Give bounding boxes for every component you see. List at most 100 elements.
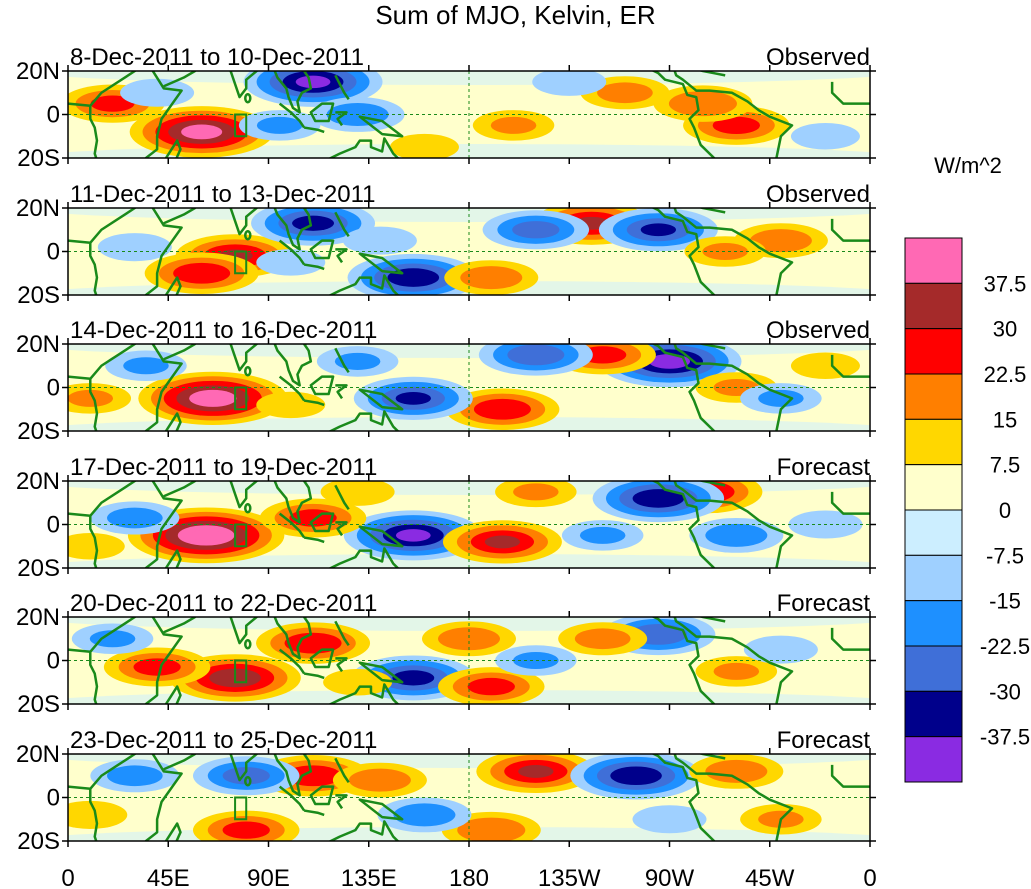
contour-level (107, 507, 163, 529)
madagascar (164, 276, 182, 295)
y-tick-label: 0 (47, 512, 60, 539)
java (303, 672, 325, 680)
africa-coast (68, 481, 183, 568)
arabia-coast (163, 208, 197, 225)
positive-anomaly (790, 352, 860, 379)
contour-field (68, 617, 870, 704)
panel-status-label: Observed (766, 181, 870, 208)
panel-period-label: 8-Dec-2011 to 10-Dec-2011 (70, 44, 364, 71)
contour-level (222, 821, 270, 839)
colorbar-swatch (904, 554, 963, 602)
negative-anomaly (97, 233, 172, 262)
contour-field (68, 71, 870, 158)
contour-level (460, 266, 523, 290)
africa-west-coast (89, 788, 99, 841)
africa-west-coast (89, 378, 99, 431)
y-tick-label: 0 (47, 239, 60, 266)
sulawesi (335, 248, 348, 264)
java (303, 809, 325, 817)
india-coast (228, 344, 259, 372)
positive-anomaly (332, 762, 427, 798)
sulawesi (335, 111, 348, 127)
caribbean (698, 617, 726, 623)
contour-level (256, 116, 303, 134)
y-tick-label: 0 (47, 375, 60, 402)
contour-level (68, 389, 114, 407)
contour-level (256, 249, 326, 276)
philippines (334, 347, 350, 373)
madagascar (164, 685, 182, 704)
sulawesi (335, 521, 348, 537)
contour-level (392, 670, 435, 686)
borneo (309, 785, 335, 806)
americas-west-coast (651, 71, 716, 158)
philippines (334, 74, 350, 100)
india-coast (228, 481, 259, 509)
negative-anomaly (238, 110, 321, 141)
colorbar-swatch (904, 418, 963, 466)
negative-anomaly (632, 805, 707, 834)
contour-level (648, 354, 691, 369)
contour-level (89, 630, 136, 648)
contour-level (705, 523, 768, 547)
map-panel: 20N 0 20S 11-Dec-2011 to 13-Dec-2011 Observe… (16, 181, 876, 309)
coastlines (68, 208, 870, 295)
y-tick-label: 20N (16, 604, 60, 631)
americas-east-coast (673, 617, 794, 704)
positive-anomaly (68, 533, 125, 560)
negative-anomaly (570, 754, 702, 800)
americas-east-coast (673, 71, 794, 158)
contour-level (712, 116, 760, 135)
positive-anomaly (129, 106, 274, 158)
positive-anomaly (445, 388, 560, 431)
contour-level (467, 677, 515, 696)
x-tick-label: 135W (538, 865, 601, 889)
contour-level (348, 768, 411, 792)
sri-lanka (244, 229, 252, 241)
chart-title: Sum of MJO, Kelvin, ER (375, 0, 656, 30)
colorbar-label: 7.5 (990, 453, 1021, 478)
africa-west-coast (89, 242, 99, 295)
contour-level (513, 483, 559, 501)
colorbar-label: 0 (999, 498, 1011, 523)
americas-east-coast (673, 208, 794, 295)
panel-period-label: 20-Dec-2011 to 22-Dec-2011 (70, 590, 377, 617)
contour-level (713, 662, 760, 680)
map-panel: 20N 0 20S 14-Dec-2011 to 16-Dec-2011 Observe… (16, 317, 876, 445)
x-tick-label: 180 (449, 865, 489, 889)
madagascar (164, 822, 182, 841)
panel-status-label: Forecast (777, 454, 871, 481)
contour-level (532, 71, 607, 96)
colorbar-swatch (904, 237, 963, 284)
colorbar-label: 22.5 (984, 362, 1027, 387)
colorbar-swatch (904, 373, 963, 420)
contour-field (68, 208, 870, 295)
sulawesi (335, 384, 348, 400)
negative-anomaly (256, 249, 326, 276)
java (303, 399, 325, 407)
coastlines (68, 71, 870, 158)
sumatra (278, 239, 306, 266)
negative-anomaly (561, 520, 644, 551)
y-tick-label: 20S (17, 145, 60, 172)
west-africa-coast (830, 218, 870, 242)
borneo (309, 375, 335, 396)
negative-anomaly (482, 210, 590, 250)
index-box (234, 386, 248, 411)
arabia-coast (163, 344, 197, 361)
philippines (334, 757, 350, 783)
southeast-asia-coast (273, 344, 313, 387)
contour-level (190, 529, 222, 542)
sumatra (278, 512, 306, 539)
panel-ticks (62, 65, 876, 164)
positive-anomaly (444, 260, 539, 295)
colorbar-label: 37.5 (984, 271, 1027, 296)
australia-coast (328, 683, 400, 704)
americas-west-coast (651, 208, 716, 295)
panels-group: 20N 0 20S 8-Dec-2011 to 10-Dec-2011 Observed… (16, 44, 876, 855)
x-tick-label: 0 (863, 865, 876, 889)
coastlines (68, 481, 870, 568)
sumatra (278, 785, 306, 812)
contour-level (107, 765, 163, 787)
australia-coast (328, 547, 400, 568)
